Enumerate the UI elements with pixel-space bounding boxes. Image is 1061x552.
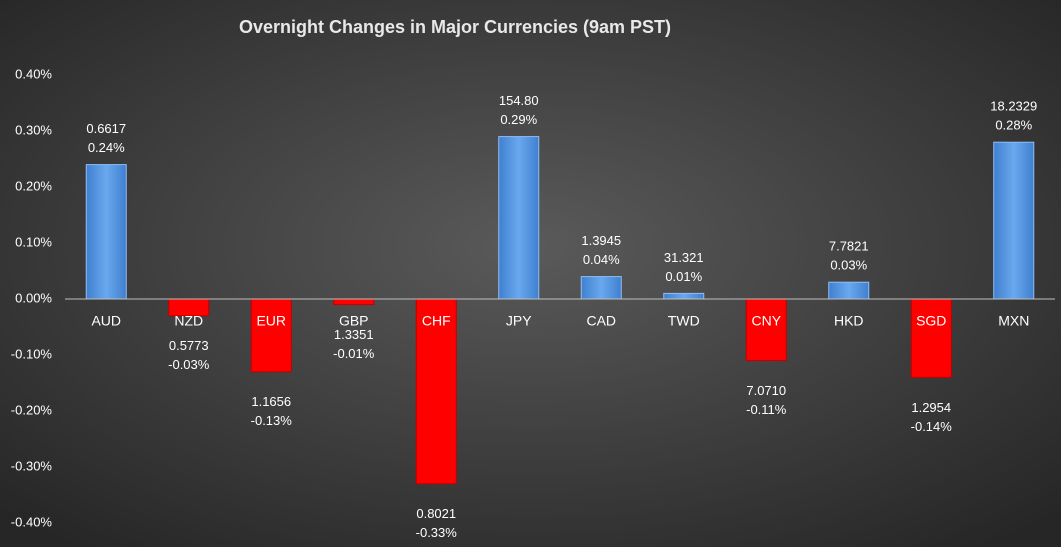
value-label: -0.03% — [168, 357, 210, 372]
y-tick-label: 0.20% — [15, 178, 52, 193]
x-tick-label: CHF — [422, 313, 451, 329]
bar — [910, 298, 952, 378]
x-tick-label: GBP — [339, 313, 369, 329]
x-tick-label: AUD — [91, 313, 121, 329]
y-tick-label: 0.30% — [15, 122, 52, 137]
bar — [498, 136, 540, 300]
value-label: -0.11% — [746, 402, 787, 417]
x-tick-label: JPY — [506, 313, 532, 329]
x-tick-label: SGD — [916, 313, 946, 329]
bar — [663, 292, 705, 300]
x-tick-label: HKD — [834, 313, 864, 329]
value-label: 0.24% — [88, 140, 125, 155]
x-tick-label: CAD — [586, 313, 616, 329]
rate-label: 31.321 — [664, 250, 704, 265]
rate-label: 1.3945 — [581, 233, 621, 248]
rate-label: 1.3351 — [334, 327, 374, 342]
rate-label: 1.1656 — [251, 394, 291, 409]
value-label: -0.14% — [911, 419, 953, 434]
bar — [580, 276, 622, 300]
value-label: -0.33% — [416, 525, 458, 540]
value-label: 0.04% — [583, 252, 620, 267]
y-tick-label: -0.10% — [11, 346, 53, 361]
y-tick-label: 0.40% — [15, 66, 52, 81]
rate-label: 0.6617 — [86, 121, 126, 136]
y-tick-label: -0.40% — [11, 514, 53, 529]
bar — [333, 298, 375, 306]
y-tick-label: 0.10% — [15, 234, 52, 249]
x-tick-label: TWD — [668, 313, 700, 329]
value-label: 0.03% — [830, 258, 867, 273]
value-label: -0.01% — [333, 346, 375, 361]
rate-label: 7.0710 — [746, 383, 786, 398]
rate-label: 0.8021 — [416, 506, 456, 521]
bar — [828, 281, 870, 300]
x-tick-label: CNY — [751, 313, 781, 329]
x-tick-label: EUR — [256, 313, 286, 329]
x-tick-label: MXN — [998, 313, 1029, 329]
y-tick-label: 0.00% — [15, 290, 52, 305]
bar — [415, 298, 457, 485]
rate-label: 154.80 — [499, 93, 539, 108]
y-tick-label: -0.20% — [11, 402, 53, 417]
bar — [745, 298, 787, 362]
bar — [250, 298, 292, 373]
y-tick-label: -0.30% — [11, 458, 53, 473]
rate-label: 7.7821 — [829, 239, 869, 254]
value-label: 0.28% — [995, 118, 1032, 133]
bar — [85, 164, 127, 300]
value-label: 0.29% — [500, 112, 537, 127]
rate-label: 0.5773 — [169, 338, 209, 353]
value-label: 0.01% — [665, 269, 702, 284]
x-tick-label: NZD — [174, 313, 203, 329]
chart-title: Overnight Changes in Major Currencies (9… — [239, 17, 671, 37]
rate-label: 18.2329 — [990, 99, 1037, 114]
bar — [993, 141, 1035, 300]
value-label: -0.13% — [251, 413, 293, 428]
rate-label: 1.2954 — [911, 400, 951, 415]
